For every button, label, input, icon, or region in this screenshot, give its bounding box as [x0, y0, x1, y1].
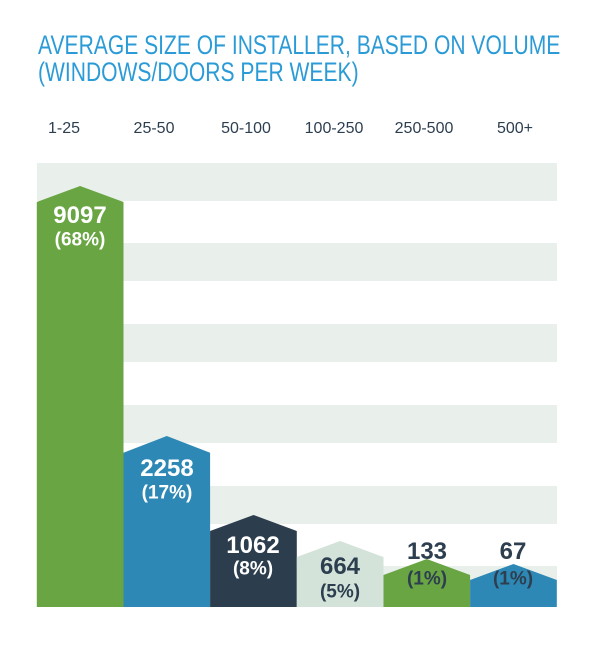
bar-value-25-50: 2258 — [140, 455, 194, 482]
x-axis-label-25-50: 25-50 — [133, 120, 175, 137]
background-stripe — [37, 405, 557, 443]
background-stripe — [37, 163, 557, 201]
bar-value-250-500: 133 — [406, 538, 448, 565]
bar-250-500 — [383, 559, 471, 607]
bar-percent-100-250: (5%) — [319, 581, 361, 603]
x-axis-label-250-500: 250-500 — [394, 120, 454, 137]
bar-percent-25-50: (17%) — [141, 482, 193, 504]
bar-percent-250-500: (1%) — [406, 568, 448, 590]
x-axis-label-50-100: 50-100 — [221, 120, 271, 137]
chart-title: AVERAGE SIZE OF INSTALLER, BASED ON VOLU… — [38, 32, 584, 86]
x-axis-label-1-25: 1-25 — [47, 120, 81, 137]
bar-percent-500plus: (1%) — [492, 568, 534, 590]
bar-value-500plus: 67 — [499, 538, 527, 565]
bar-value-1-25: 9097 — [53, 202, 107, 229]
chart-title-line1: AVERAGE SIZE OF INSTALLER, BASED ON VOLU… — [38, 30, 561, 60]
bar-500plus — [470, 564, 557, 607]
bar-value-50-100: 1062 — [226, 532, 280, 559]
background-stripe — [37, 243, 557, 281]
bar-25-50 — [123, 436, 211, 607]
bar-percent-1-25: (68%) — [54, 229, 106, 251]
bar-value-100-250: 664 — [319, 553, 361, 580]
x-axis-label-500plus: 500+ — [496, 120, 534, 137]
bar-50-100 — [210, 515, 297, 607]
bar-100-250 — [296, 541, 384, 607]
chart-title-line2: (WINDOWS/DOORS PER WEEK) — [38, 57, 359, 87]
bar-1-25 — [36, 186, 124, 607]
background-stripe — [37, 324, 557, 362]
x-axis-label-100-250: 100-250 — [304, 120, 364, 137]
bar-percent-50-100: (8%) — [232, 558, 274, 580]
